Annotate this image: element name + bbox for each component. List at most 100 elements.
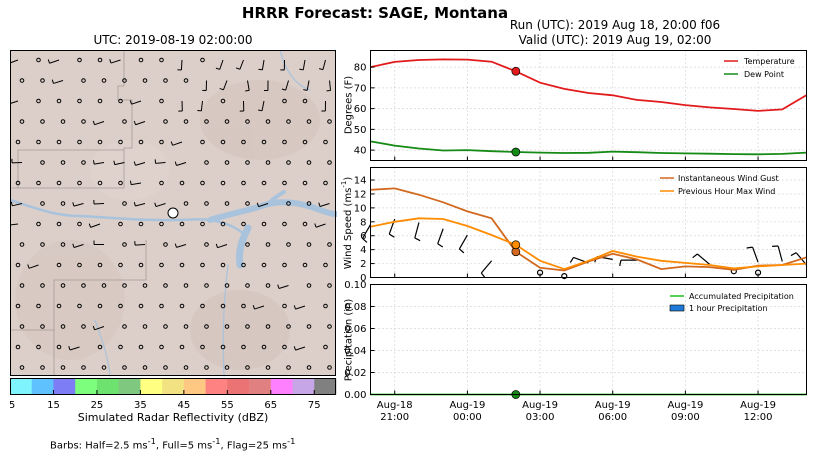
temperature-ylabel: Degrees (F)	[343, 76, 354, 134]
calm-station	[97, 139, 103, 145]
calm-station	[179, 262, 185, 268]
calm-station	[118, 221, 123, 227]
calm-station	[200, 303, 205, 309]
calm-station	[19, 324, 25, 329]
calm-station	[245, 324, 250, 329]
calm-station	[282, 303, 287, 309]
wind-barb	[51, 79, 64, 84]
calm-station	[97, 344, 103, 350]
calm-station	[282, 180, 287, 186]
calm-station	[36, 344, 41, 350]
calm-station	[204, 119, 209, 124]
calm-station	[183, 119, 189, 124]
calm-station	[200, 262, 205, 268]
wind-barb	[318, 202, 330, 207]
calm-station	[183, 201, 189, 206]
calm-station	[101, 365, 107, 370]
calm-station	[101, 283, 107, 288]
calm-station	[77, 180, 82, 186]
wind-barb	[129, 100, 142, 105]
station-barbs	[10, 57, 332, 370]
calm-station	[282, 344, 287, 350]
legend-swatch-hourly	[669, 304, 685, 312]
calm-station	[241, 262, 246, 268]
calm-station	[40, 324, 45, 329]
calm-station	[220, 221, 226, 227]
calm-station	[60, 283, 66, 288]
calm-station	[60, 365, 66, 370]
wind-barb	[133, 161, 146, 166]
calm-station	[159, 344, 164, 350]
calm-station	[56, 98, 62, 104]
wind-barb	[92, 160, 105, 165]
wind-barb	[219, 80, 228, 91]
calm-station	[265, 283, 271, 288]
calm-station	[77, 303, 82, 309]
calm-station	[224, 324, 230, 329]
calm-station	[56, 262, 62, 268]
wind-barb	[197, 100, 203, 112]
calm-station	[142, 324, 148, 329]
wind-barb	[361, 224, 372, 243]
calm-station	[241, 344, 246, 350]
calm-station	[36, 221, 41, 227]
temperature-legend: Temperature Dew Point	[724, 57, 795, 79]
calm-station	[302, 262, 308, 268]
calm-station	[118, 139, 123, 145]
x-tick-date: Aug-19	[449, 400, 485, 411]
wind-barb	[437, 228, 444, 248]
colorbar-cell	[249, 378, 272, 395]
calm-station	[163, 242, 168, 247]
calm-station	[204, 324, 209, 329]
calm-station	[327, 283, 332, 288]
colorbar-tick-label: 25	[91, 400, 104, 411]
calm-station	[261, 139, 267, 145]
map-title: UTC: 2019-08-19 02:00:00	[93, 33, 253, 47]
calm-station	[81, 119, 86, 124]
barbs-legend-note: Barbs: Half=2.5 ms-1, Full=5 ms-1, Flag=…	[50, 436, 296, 452]
calm-station	[15, 180, 21, 186]
wind-barb	[174, 161, 187, 166]
calm-station	[19, 365, 25, 370]
calm-station	[163, 365, 168, 370]
colorbar-cell	[118, 378, 141, 395]
calm-station	[204, 201, 209, 206]
wind-barb	[263, 80, 269, 91]
calm-station	[60, 160, 66, 165]
legend-label-maxwind: Previous Hour Max Wind	[678, 187, 775, 196]
wind-barb	[235, 59, 244, 70]
calm-station	[282, 98, 287, 104]
calm-station	[265, 119, 271, 124]
calm-station	[306, 119, 312, 124]
wind-barb	[72, 243, 84, 249]
colorbar-tick-label: 45	[177, 400, 190, 411]
y-tick-label: 70	[354, 83, 367, 94]
y-tick-label: 0.00	[344, 390, 366, 401]
wind-barb	[178, 100, 183, 112]
calm-station	[56, 303, 62, 309]
calm-station	[19, 119, 25, 124]
calm-station	[245, 365, 250, 370]
calm-station	[306, 242, 312, 247]
wind-barb	[215, 59, 224, 70]
calm-station	[179, 180, 185, 186]
calm-station	[261, 344, 267, 350]
calm-station	[97, 303, 103, 309]
wind-barb	[414, 222, 421, 242]
wind-barb	[280, 59, 285, 71]
calm-station	[56, 180, 62, 186]
x-tick-time: 09:00	[671, 412, 700, 423]
calm-station	[200, 344, 205, 350]
wind-barb	[202, 80, 207, 91]
calm-station	[220, 262, 226, 268]
calm-station	[286, 242, 291, 247]
temperature-panel: 40 50 60 70 80 Degrees (F) Temperature Dew P…	[343, 50, 807, 161]
calm-station	[245, 283, 250, 288]
calm-station	[306, 201, 312, 206]
wind-barb	[88, 223, 101, 228]
wind-barb	[10, 201, 23, 207]
calm-station	[241, 180, 246, 186]
calm-station	[327, 160, 332, 165]
calm-station	[220, 139, 226, 145]
